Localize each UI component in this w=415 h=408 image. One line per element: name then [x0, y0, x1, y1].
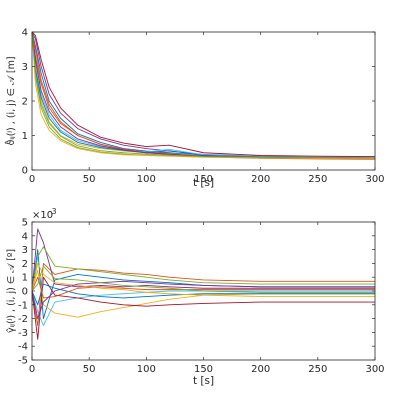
x-tick-label: 0	[29, 174, 35, 185]
bottom-chart-y-axis-label: γ̂ᵢⱼ(ʲ) , (i, j) ∈ 𝒜 [º]	[6, 249, 17, 333]
series-line-5	[32, 246, 375, 292]
series-line-6	[32, 290, 375, 326]
x-tick-label: 100	[137, 174, 156, 185]
bottom-chart-x-axis-label: t [s]	[193, 375, 214, 387]
y-tick-label: 2	[22, 259, 28, 270]
bottom-chart: 0 50 100 150 200 250 300 -5 -4 -3 -2 -1 0 1 2 3 4 5 t [s…	[6, 207, 385, 387]
series-line-10	[32, 262, 375, 297]
bottom-chart-y-axis: -5 -4 -3 -2 -1 0 1 2 3 4 5	[18, 218, 375, 367]
y-tick-label: 1	[22, 131, 28, 142]
y-tick-label: -4	[18, 342, 28, 353]
series-line-12	[32, 32, 375, 159]
y-tick-label: 2	[22, 97, 28, 108]
series-line-10	[32, 32, 375, 160]
x-tick-label: 300	[365, 174, 384, 185]
y-tick-label: 0	[22, 287, 28, 298]
top-chart-series-group	[32, 32, 375, 160]
x-tick-label: 50	[83, 364, 96, 375]
x-tick-label: 200	[251, 364, 270, 375]
x-tick-label: 250	[308, 174, 327, 185]
y-tick-label: -2	[18, 314, 28, 325]
bottom-chart-series-group	[32, 228, 375, 340]
series-line-7	[32, 32, 375, 157]
y-tick-label: 4	[22, 231, 28, 242]
top-chart-y-axis-label: ϑ̂ᵢⱼ(ʲ) , (i, j) ∈ 𝒜 [m]	[4, 56, 17, 145]
y-tick-label: -1	[18, 300, 28, 311]
x-tick-label: 150	[194, 364, 213, 375]
bottom-chart-x-axis: 0 50 100 150 200 250 300	[29, 222, 385, 375]
y-tick-label: 3	[22, 245, 28, 256]
x-tick-label: 250	[308, 364, 327, 375]
series-line-11	[32, 280, 375, 320]
bottom-chart-y-exponent-power: -3	[49, 207, 57, 216]
y-tick-label: -3	[18, 328, 28, 339]
x-tick-label: 200	[251, 174, 270, 185]
x-tick-label: 50	[83, 174, 96, 185]
y-tick-label: 1	[22, 273, 28, 284]
top-chart-x-axis-label: t [s]	[193, 177, 214, 189]
y-tick-label: 5	[22, 218, 28, 229]
top-chart-x-axis: 0 50 100 150 200 250 300	[29, 32, 385, 185]
top-chart-y-axis: 0 1 2 3 4	[22, 28, 375, 177]
x-tick-label: 300	[365, 364, 384, 375]
bottom-chart-y-exponent-base: ×10	[32, 210, 53, 221]
top-chart: 0 50 100 150 200 250 300 0 1 2 3 4 t [s] ϑ̂ᵢⱼ(ʲ) ,…	[4, 28, 384, 190]
y-tick-label: 3	[22, 62, 28, 73]
series-line-8	[32, 283, 375, 306]
series-line-4	[32, 228, 375, 292]
series-line-12	[32, 265, 375, 293]
x-tick-label: 150	[194, 174, 213, 185]
x-tick-label: 100	[137, 364, 156, 375]
series-line-9	[32, 276, 375, 299]
series-line-7	[32, 276, 375, 340]
y-tick-label: -5	[18, 356, 28, 367]
x-tick-label: 0	[29, 364, 35, 375]
y-tick-label: 4	[22, 28, 28, 39]
y-tick-label: 0	[22, 166, 28, 177]
series-line-2	[32, 262, 375, 326]
